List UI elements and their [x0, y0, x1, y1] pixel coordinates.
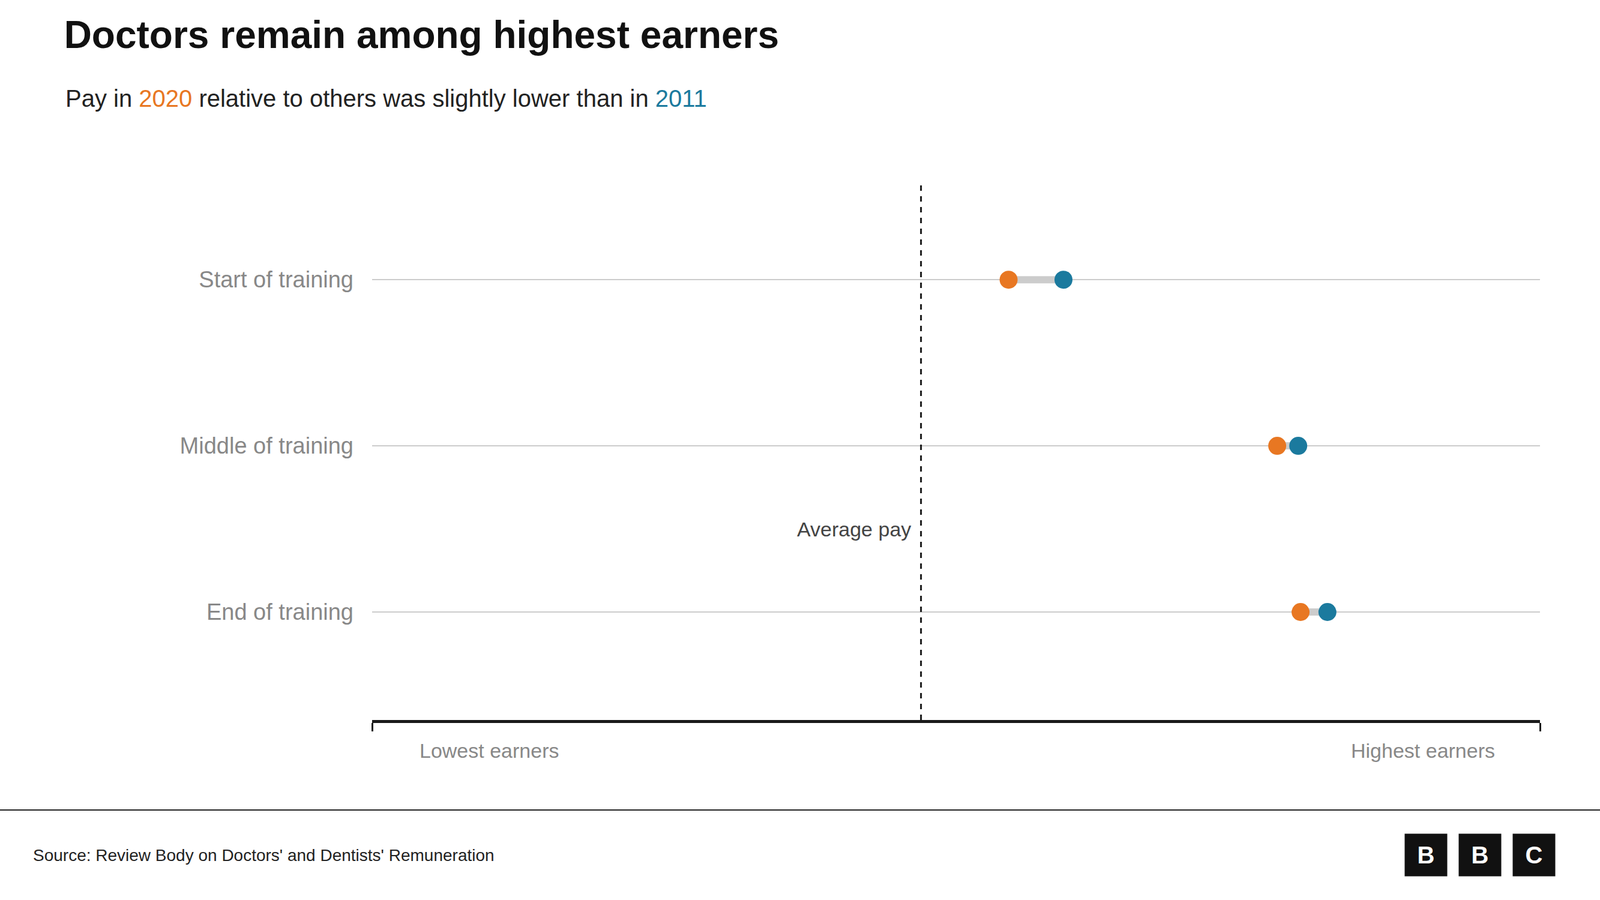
svg-text:Average pay: Average pay — [796, 517, 912, 541]
svg-text:B: B — [1471, 842, 1489, 869]
svg-text:Pay in 2020 relative to others: Pay in 2020 relative to others was sligh… — [65, 85, 707, 112]
svg-text:Highest earners: Highest earners — [1350, 739, 1495, 763]
svg-text:B: B — [1417, 842, 1435, 869]
svg-text:Lowest earners: Lowest earners — [419, 739, 559, 763]
svg-text:Source: Review Body on Doctors: Source: Review Body on Doctors' and Dent… — [33, 846, 495, 865]
svg-text:Doctors remain among highest e: Doctors remain among highest earners — [64, 13, 779, 57]
svg-text:C: C — [1525, 842, 1543, 869]
svg-text:End of training: End of training — [206, 599, 354, 625]
svg-text:Start of training: Start of training — [198, 267, 354, 293]
svg-text:Middle of training: Middle of training — [180, 433, 354, 459]
